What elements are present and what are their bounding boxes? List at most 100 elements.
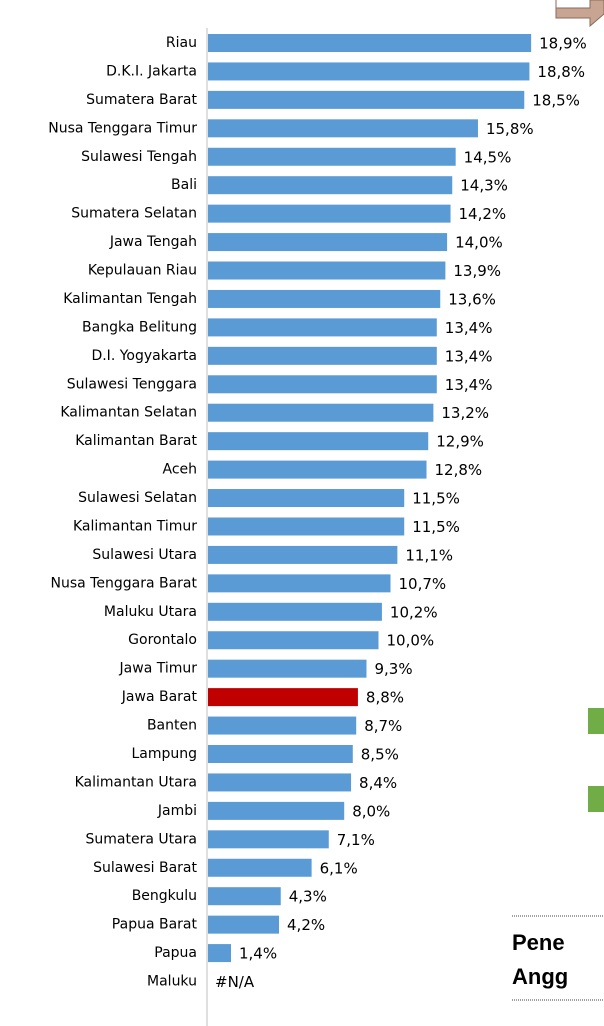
- value-label: 10,0%: [387, 632, 435, 650]
- value-label: 18,9%: [539, 35, 587, 53]
- y-tick-label: Jawa Tengah: [109, 234, 197, 250]
- annotation: Pene: [512, 930, 565, 955]
- bar: [208, 346, 437, 365]
- y-tick-label: Bengkulu: [132, 888, 197, 904]
- arrow-shape: [555, 0, 604, 28]
- value-label: 13,4%: [445, 319, 493, 337]
- bar: [208, 801, 345, 820]
- value-label: 9,3%: [374, 660, 412, 678]
- value-label: 15,8%: [486, 120, 534, 138]
- value-label: 7,1%: [337, 831, 375, 849]
- y-tick-label: Papua: [154, 945, 197, 961]
- value-label: 8,7%: [364, 717, 402, 735]
- value-label: 13,6%: [448, 290, 496, 308]
- y-tick-label: Kalimantan Barat: [75, 433, 197, 449]
- bar: [208, 204, 451, 223]
- y-tick-label: Bali: [171, 177, 197, 193]
- value-label: 8,5%: [361, 746, 399, 764]
- bar: [208, 773, 352, 792]
- value-label: 10,7%: [399, 575, 447, 593]
- bar: [208, 289, 441, 308]
- bar: [208, 318, 437, 337]
- bar: [208, 631, 379, 650]
- bar: [208, 830, 329, 849]
- y-tick-label: Kalimantan Timur: [73, 518, 197, 534]
- y-tick-label: Banten: [147, 718, 197, 734]
- value-label: 13,9%: [453, 262, 501, 280]
- bar: [208, 489, 405, 508]
- bar: [208, 233, 448, 252]
- value-label: 13,4%: [445, 376, 493, 394]
- y-tick-label: Maluku Utara: [104, 604, 197, 620]
- y-tick-label: D.K.I. Jakarta: [106, 63, 197, 79]
- bar: [208, 62, 530, 81]
- value-label: 14,5%: [464, 148, 512, 166]
- y-tick-label: Maluku: [147, 974, 197, 990]
- value-label: 6,1%: [320, 859, 358, 877]
- bar: [208, 688, 358, 707]
- bar: [208, 545, 398, 564]
- y-tick-label: Jawa Barat: [121, 689, 198, 705]
- value-label: 18,8%: [537, 63, 585, 81]
- value-label: 14,2%: [459, 205, 507, 223]
- legend-swatch: [588, 708, 604, 734]
- value-label: 4,2%: [287, 916, 325, 934]
- y-tick-label: Bangka Belitung: [82, 319, 197, 335]
- y-tick-label: Kalimantan Utara: [75, 774, 197, 790]
- bar: [208, 119, 478, 138]
- y-tick-label: Sulawesi Tenggara: [67, 376, 197, 392]
- y-tick-label: Sulawesi Tengah: [81, 149, 197, 165]
- bar: [208, 858, 312, 877]
- y-tick-label: Sulawesi Barat: [93, 860, 197, 876]
- annotation: Angg: [512, 964, 568, 989]
- y-tick-label: Gorontalo: [128, 632, 197, 648]
- y-tick-label: Sumatera Selatan: [71, 206, 197, 222]
- bar: [208, 944, 232, 963]
- value-label: 13,2%: [441, 404, 489, 422]
- legend-swatch: [588, 786, 604, 812]
- value-label: #N/A: [215, 973, 255, 991]
- y-tick-label: Riau: [166, 35, 197, 51]
- bar: [208, 432, 429, 451]
- value-label: 11,1%: [405, 546, 453, 564]
- y-tick-label: Sumatera Barat: [86, 92, 197, 108]
- y-tick-label: Sulawesi Utara: [92, 547, 197, 563]
- value-label: 10,2%: [390, 603, 438, 621]
- bar: [208, 460, 427, 479]
- bar: [208, 375, 437, 394]
- value-label: 18,5%: [532, 91, 580, 109]
- y-tick-label: Aceh: [162, 462, 197, 478]
- value-label: 8,4%: [359, 774, 397, 792]
- value-label: 12,8%: [435, 461, 483, 479]
- bar: [208, 745, 353, 763]
- value-label: 13,4%: [445, 347, 493, 365]
- value-label: 1,4%: [239, 945, 277, 963]
- y-tick-label: Jawa Timur: [119, 661, 198, 677]
- y-tick-label: Kalimantan Selatan: [60, 405, 197, 421]
- value-label: 11,5%: [412, 490, 460, 508]
- bar: [208, 517, 405, 536]
- value-label: 14,0%: [455, 234, 503, 252]
- bar: [208, 887, 281, 906]
- bar: [208, 915, 280, 934]
- bar: [208, 716, 357, 735]
- bar: [208, 403, 434, 422]
- y-tick-label: Sumatera Utara: [85, 831, 197, 847]
- bar: [208, 90, 525, 109]
- y-tick-label: Papua Barat: [112, 917, 198, 933]
- y-tick-label: Kepulauan Riau: [88, 263, 197, 279]
- bar: [208, 34, 532, 52]
- bar: [208, 602, 382, 621]
- value-label: 8,0%: [352, 802, 390, 820]
- bar: [208, 574, 391, 593]
- y-tick-label: Sulawesi Selatan: [78, 490, 197, 506]
- bar: [208, 659, 367, 678]
- y-tick-label: D.I. Yogyakarta: [91, 348, 197, 364]
- y-tick-label: Nusa Tenggara Timur: [48, 120, 197, 136]
- y-tick-label: Jambi: [157, 803, 197, 819]
- y-tick-label: Kalimantan Tengah: [63, 291, 197, 307]
- bar: [208, 147, 456, 166]
- y-tick-label: Nusa Tenggara Barat: [51, 575, 198, 591]
- y-tick-label: Lampung: [131, 746, 197, 762]
- bar: [208, 176, 453, 195]
